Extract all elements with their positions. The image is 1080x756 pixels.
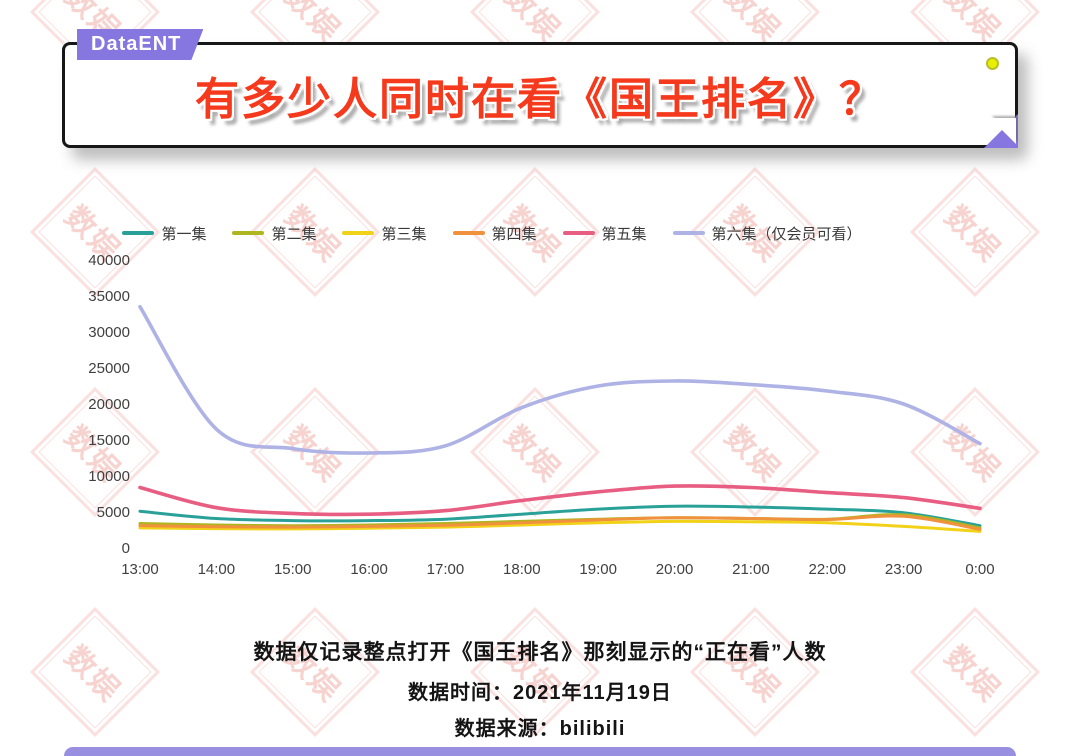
line-chart-svg: 0 5000 10000 15000 20000 25000 30000 35000 40000… bbox=[88, 252, 994, 578]
legend-item: 第二集 bbox=[232, 223, 316, 244]
y-tick-label: 40000 bbox=[88, 252, 130, 269]
page-title: 有多少人同时在看《国王排名》？ bbox=[195, 75, 885, 124]
x-tick-label: 15:00 bbox=[274, 561, 312, 578]
y-tick-label: 10000 bbox=[88, 468, 130, 485]
y-tick-label: 0 bbox=[122, 540, 130, 557]
footnote-note: 数据仅记录整点打开《国王排名》那刻显示的“正在看”人数 bbox=[253, 641, 827, 664]
legend-item: 第四集 bbox=[452, 223, 537, 244]
chart-legend: 第一集 第二集 第三集 第四集 第五集 第六集（仅会员可看） bbox=[2, 220, 982, 246]
x-tick-label: 20:00 bbox=[656, 561, 694, 578]
page-fold-icon bbox=[984, 114, 1018, 148]
legend-swatch bbox=[232, 231, 265, 235]
series-line-6 bbox=[138, 305, 982, 455]
legend-swatch bbox=[342, 231, 375, 235]
series-line-4 bbox=[138, 514, 982, 531]
legend-label: 第六集（仅会员可看） bbox=[711, 225, 862, 243]
legend-item: 第六集（仅会员可看） bbox=[672, 223, 862, 244]
legend-item: 第五集 bbox=[562, 223, 647, 244]
legend-label: 第二集 bbox=[271, 225, 317, 243]
title-banner: DataENT 有多少人同时在看《国王排名》？ bbox=[62, 42, 1018, 148]
y-tick-label: 20000 bbox=[88, 396, 130, 413]
y-tick-label: 25000 bbox=[88, 360, 130, 377]
legend-swatch bbox=[562, 231, 595, 235]
x-tick-label: 19:00 bbox=[579, 561, 617, 578]
x-tick-label: 17:00 bbox=[427, 561, 465, 578]
x-tick-label: 22:00 bbox=[808, 561, 846, 578]
legend-label: 第五集 bbox=[601, 225, 647, 243]
page-fold-under bbox=[984, 114, 1018, 148]
chart: 第一集 第二集 第三集 第四集 第五集 第六集（仅会员可看） 0 5000 10000 1500… bbox=[50, 220, 1030, 589]
legend-item: 第三集 bbox=[342, 223, 427, 244]
x-tick-label: 18:00 bbox=[503, 561, 541, 578]
y-tick-label: 5000 bbox=[97, 504, 130, 521]
y-tick-label: 15000 bbox=[88, 432, 130, 449]
page-fold-over bbox=[990, 118, 1016, 144]
legend-label: 第一集 bbox=[161, 225, 207, 243]
footnote-source: 数据来源：bilibili bbox=[454, 718, 626, 740]
series-line-3 bbox=[138, 519, 982, 533]
x-tick-label: 14:00 bbox=[198, 561, 236, 578]
legend-swatch bbox=[122, 231, 155, 235]
x-tick-label: 0:00 bbox=[965, 561, 994, 578]
x-tick-label: 23:00 bbox=[885, 561, 923, 578]
x-tick-label: 13:00 bbox=[121, 561, 159, 578]
series-line-1 bbox=[138, 504, 982, 528]
legend-item: 第一集 bbox=[122, 223, 206, 244]
legend-swatch bbox=[452, 231, 485, 235]
legend-label: 第四集 bbox=[491, 225, 537, 243]
corner-dot-icon bbox=[986, 57, 999, 70]
x-tick-label: 21:00 bbox=[732, 561, 770, 578]
bottom-bar bbox=[64, 747, 1016, 756]
y-tick-label: 30000 bbox=[88, 324, 130, 341]
legend-swatch bbox=[672, 231, 705, 235]
x-tick-label: 16:00 bbox=[350, 561, 388, 578]
y-tick-label: 35000 bbox=[88, 288, 130, 305]
legend-label: 第三集 bbox=[381, 225, 427, 243]
footnote-date: 数据时间：2021年11月19日 bbox=[408, 682, 672, 704]
dataent-badge: DataENT bbox=[77, 29, 203, 60]
series-line-5 bbox=[138, 484, 982, 517]
